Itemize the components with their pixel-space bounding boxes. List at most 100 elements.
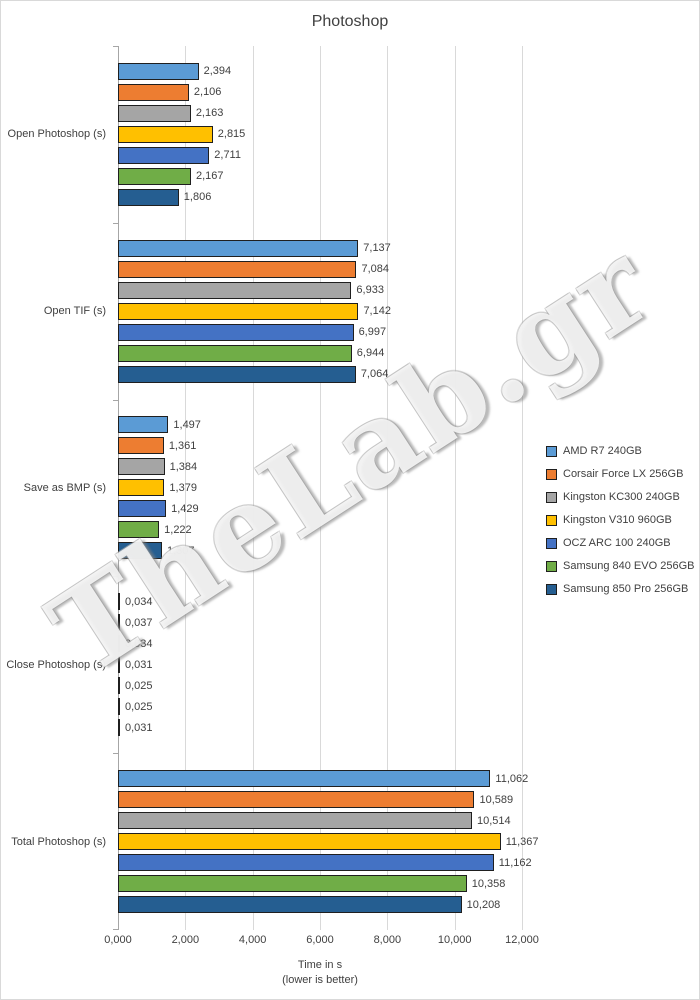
gridline: [522, 46, 523, 930]
bar-value-label: 6,997: [358, 326, 387, 339]
category-axis-tick: [113, 223, 118, 224]
bar-row: 1,497: [118, 416, 522, 434]
bar-row: 1,361: [118, 437, 522, 455]
legend-item: Kingston KC300 240GB: [546, 491, 694, 503]
legend-label: Corsair Force LX 256GB: [563, 468, 684, 480]
bar-row: 11,162: [118, 854, 532, 872]
bar-value-label: 2,815: [217, 128, 246, 141]
bar-value-label: 10,589: [479, 793, 514, 806]
bar-row: 0,037: [118, 614, 522, 632]
bar: [118, 875, 467, 893]
category-axis-ticks: [113, 46, 118, 930]
gridline: [387, 46, 389, 930]
bar-value-label: 1,222: [164, 523, 192, 536]
bar: [118, 104, 191, 122]
legend-swatch: [546, 468, 557, 480]
bar-value-label: 2,163: [195, 107, 224, 120]
category-axis-tick: [113, 46, 118, 47]
bar-row: 10,514: [118, 812, 522, 830]
category-axis-tick: [113, 400, 118, 401]
gridline: [252, 46, 254, 930]
bar-value-label: 0,031: [125, 658, 153, 671]
bar-value-label: 2,394: [203, 65, 232, 78]
plot-area: 2,394 2,106 2,163 2,815 2,711 2,167 1,806 7,137…: [118, 46, 539, 930]
category-label: Save as BMP (s): [23, 481, 106, 494]
bar-row: 0,034: [118, 593, 522, 611]
category-group: 1,497 1,361 1,384 1,379 1,429 1,222 1,307: [118, 400, 522, 577]
x-axis-title: Time in s (lower is better): [118, 958, 522, 989]
bar-row: 2,163: [118, 104, 522, 122]
bar-row: 1,429: [118, 500, 522, 518]
bar: [118, 614, 120, 632]
chart-title: Photoshop: [311, 13, 389, 30]
bar: [118, 656, 120, 674]
bar: [118, 812, 472, 830]
bar-row: 10,589: [118, 791, 522, 809]
legend-swatch: [546, 583, 557, 595]
legend-label: OCZ ARC 100 240GB: [563, 537, 671, 549]
bar-value-label: 0,034: [125, 637, 153, 650]
bar-value-label: 0,025: [125, 679, 153, 692]
bar: [118, 500, 167, 518]
bar: [118, 437, 164, 455]
bar-row: 2,167: [118, 167, 522, 185]
legend-item: Samsung 850 Pro 256GB: [546, 583, 694, 595]
category-group: 0,034 0,037 0,034 0,031 0,025 0,025 0,031: [118, 576, 522, 753]
legend-label: Samsung 840 EVO 256GB: [563, 560, 695, 572]
x-tick-label: 0,000: [104, 934, 132, 946]
bar-row: 7,137: [118, 239, 522, 257]
bar: [118, 770, 491, 788]
bar-value-label: 10,358: [471, 877, 506, 890]
bar-row: 0,025: [118, 677, 522, 695]
bar-row: 7,064: [118, 365, 522, 383]
bar-row: 1,222: [118, 521, 522, 539]
bar: [118, 542, 162, 560]
bar-value-label: 1,361: [168, 439, 197, 452]
bar-value-label: 1,497: [173, 418, 201, 431]
bar-value-label: 10,514: [476, 814, 511, 827]
category-axis-tick: [113, 576, 118, 577]
bar-row: 7,142: [118, 302, 522, 320]
bar-row: 0,025: [118, 698, 522, 716]
legend-label: Kingston KC300 240GB: [563, 491, 680, 503]
x-tick-label: 2,000: [171, 934, 200, 946]
bar-value-label: 0,037: [125, 616, 153, 629]
bar-value-label: 11,062: [495, 772, 529, 785]
category-label: Open TIF (s): [43, 305, 106, 318]
legend-swatch: [546, 514, 557, 526]
legend-label: AMD R7 240GB: [563, 445, 642, 457]
bar: [118, 677, 120, 695]
bar: [118, 83, 189, 101]
category-label: Total Photoshop (s): [11, 835, 106, 848]
category-group: 11,062 10,589 10,514 11,367 11,162 10,358 10,2…: [118, 753, 539, 930]
category-axis: Open Photoshop (s) Open TIF (s) Save as BM…: [1, 46, 113, 930]
x-axis: 0,000 2,000 4,000 6,000 8,000 10,000 12,000: [104, 934, 539, 948]
bar-value-label: 0,031: [125, 721, 153, 734]
x-tick-label: 12,000: [505, 934, 539, 946]
bar-value-label: 1,379: [169, 481, 197, 494]
bar-value-label: 7,084: [361, 263, 390, 276]
bar-row: 10,358: [118, 875, 522, 893]
bar: [118, 365, 356, 383]
legend-item: Samsung 840 EVO 256GB: [546, 560, 694, 572]
category-group: 2,394 2,106 2,163 2,815 2,711 2,167 1,806: [118, 46, 522, 223]
bar-value-label: 7,064: [360, 368, 389, 381]
bar-value-label: 7,142: [363, 305, 391, 318]
bar: [118, 281, 352, 299]
legend-item: Corsair Force LX 256GB: [546, 468, 694, 480]
legend-swatch: [546, 491, 557, 503]
bar-value-label: 2,167: [195, 170, 224, 183]
bar: [118, 719, 120, 737]
bar-row: 1,384: [118, 458, 522, 476]
bar: [118, 323, 354, 341]
bar-row: 6,933: [118, 281, 522, 299]
bar: [118, 833, 501, 851]
bar: [118, 593, 120, 611]
bar-value-label: 2,106: [193, 86, 222, 99]
bar-value-label: 1,806: [183, 191, 212, 204]
bar-value-label: 1,307: [167, 544, 195, 557]
bar-value-label: 7,137: [363, 242, 391, 255]
legend-item: AMD R7 240GB: [546, 445, 694, 457]
bar-row: 0,031: [118, 719, 522, 737]
bar: [118, 188, 179, 206]
